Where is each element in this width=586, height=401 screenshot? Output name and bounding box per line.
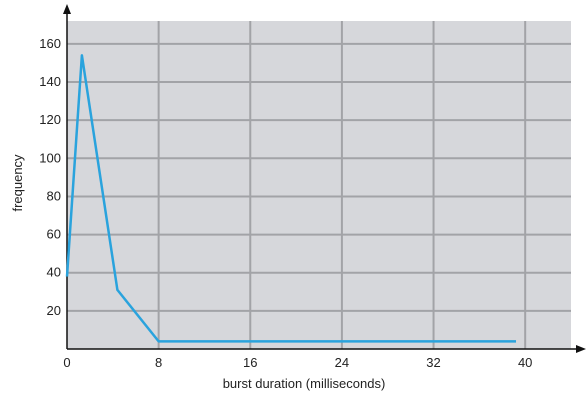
y-tick-label: 140 xyxy=(39,74,61,89)
series xyxy=(65,54,517,343)
y-tick-label: 60 xyxy=(47,227,61,242)
y-axis-arrow xyxy=(63,4,71,14)
axes xyxy=(63,4,586,353)
y-tick-label: 40 xyxy=(47,265,61,280)
y-tick-label: 100 xyxy=(39,150,61,165)
x-tick-label: 32 xyxy=(426,355,440,370)
y-tick-label: 120 xyxy=(39,112,61,127)
x-tick-label: 40 xyxy=(518,355,532,370)
x-axis-arrow xyxy=(576,345,586,353)
series-line xyxy=(65,54,517,343)
y-tick-label: 160 xyxy=(39,36,61,51)
x-tick-label: 0 xyxy=(63,355,70,370)
x-tick-label: 24 xyxy=(335,355,349,370)
plot-area xyxy=(67,21,571,349)
x-tick-label: 8 xyxy=(155,355,162,370)
x-axis-label: burst duration (milliseconds) xyxy=(223,376,386,391)
y-tick-label: 20 xyxy=(47,303,61,318)
y-tick-label: 80 xyxy=(47,188,61,203)
x-tick-label: 16 xyxy=(243,355,257,370)
y-axis-label: frequency xyxy=(10,154,25,212)
tick-labels: 0 8 16 24 32 40 20 40 60 80 100 120 140 160 xyxy=(39,36,532,370)
grid-lines xyxy=(67,21,571,349)
